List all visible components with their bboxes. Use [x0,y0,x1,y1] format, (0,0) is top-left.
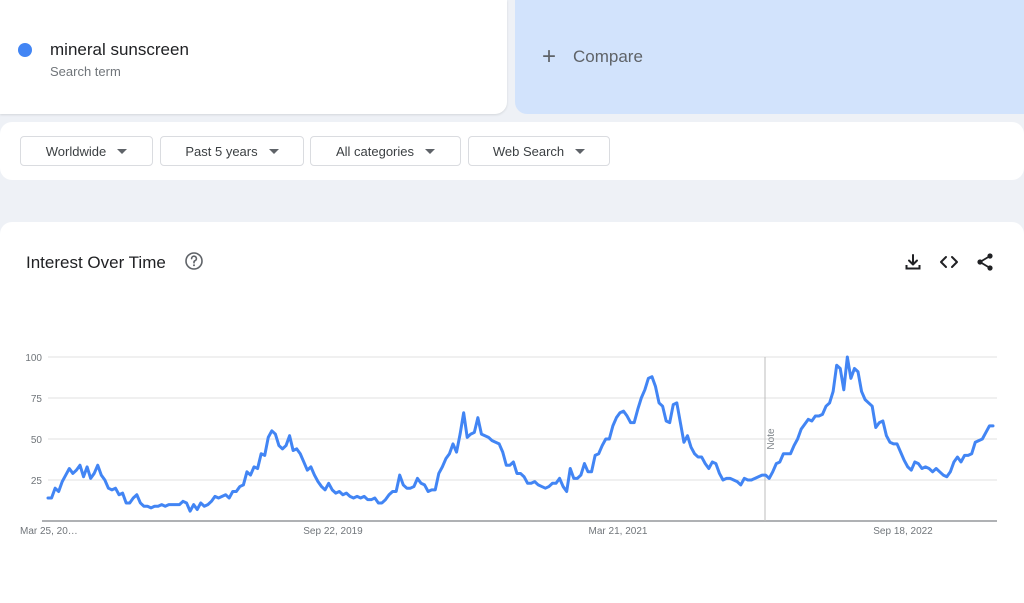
help-icon[interactable] [184,251,204,271]
filter-search-type-dropdown[interactable]: Web Search [468,136,610,166]
series-color-dot [18,43,32,57]
x-tick-label: Mar 25, 20… [20,526,78,537]
filter-category-dropdown[interactable]: All categories [310,136,461,166]
search-term-name[interactable]: mineral sunscreen [50,40,189,59]
filter-time-range-dropdown[interactable]: Past 5 years [160,136,304,166]
interest-line-chart: 25 50 75 100 Note Mar 25, 20… Sep 22, 2019 Mar … [20,353,997,537]
download-icon[interactable] [903,252,923,272]
y-tick-label: 50 [31,435,43,446]
filter-category-label: All categories [335,143,415,159]
y-tick-label: 100 [25,353,42,364]
filter-location-dropdown[interactable]: Worldwide [20,136,153,166]
filters-bar: Worldwide Past 5 years All categories We… [0,122,1024,180]
dropdown-arrow-icon [575,148,586,154]
x-tick-label: Sep 22, 2019 [303,526,363,537]
interest-series-line [46,355,995,513]
note-annotation-label: Note [766,428,777,450]
dropdown-arrow-icon [425,148,436,154]
compare-label: Compare [573,47,643,66]
filter-location-label: Worldwide [45,143,107,159]
search-term-card[interactable]: mineral sunscreen Search term [0,0,507,114]
embed-code-icon[interactable] [939,252,959,272]
dropdown-arrow-icon [268,148,279,154]
interest-over-time-card: Interest Over Time 25 50 75 100 Note Mar 25, … [0,222,1024,603]
x-tick-label: Sep 18, 2022 [873,526,933,537]
y-tick-label: 25 [31,476,43,487]
compare-button[interactable]: + Compare [515,0,1024,114]
search-term-subtitle: Search term [50,64,121,79]
share-icon[interactable] [975,252,995,272]
x-tick-label: Mar 21, 2021 [589,526,648,537]
y-tick-label: 75 [31,394,43,405]
filter-search-type-label: Web Search [492,143,565,159]
plus-icon: + [541,43,556,70]
interest-over-time-title: Interest Over Time [26,253,166,272]
filter-time-range-label: Past 5 years [185,143,258,159]
dropdown-arrow-icon [117,148,128,154]
